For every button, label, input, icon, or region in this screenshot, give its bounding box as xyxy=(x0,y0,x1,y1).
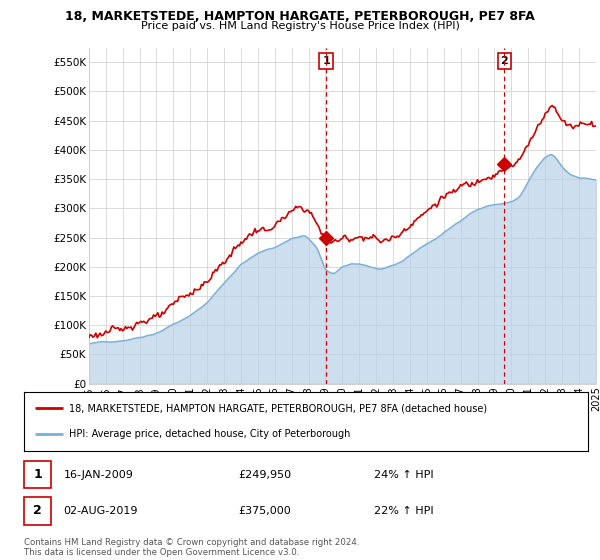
Text: £375,000: £375,000 xyxy=(238,506,291,516)
Bar xyxy=(24,497,51,525)
Bar xyxy=(24,461,51,488)
Point xyxy=(499,160,509,169)
Text: 24% ↑ HPI: 24% ↑ HPI xyxy=(374,470,433,479)
Text: Price paid vs. HM Land Registry's House Price Index (HPI): Price paid vs. HM Land Registry's House … xyxy=(140,21,460,31)
Text: 16-JAN-2009: 16-JAN-2009 xyxy=(64,470,133,479)
Text: 2: 2 xyxy=(33,505,42,517)
Text: 1: 1 xyxy=(322,56,330,66)
Text: 18, MARKETSTEDE, HAMPTON HARGATE, PETERBOROUGH, PE7 8FA: 18, MARKETSTEDE, HAMPTON HARGATE, PETERB… xyxy=(65,10,535,23)
Text: £249,950: £249,950 xyxy=(238,470,292,479)
Text: 2: 2 xyxy=(500,56,508,66)
Point xyxy=(321,233,331,242)
Text: 1: 1 xyxy=(33,468,42,481)
Text: 18, MARKETSTEDE, HAMPTON HARGATE, PETERBOROUGH, PE7 8FA (detached house): 18, MARKETSTEDE, HAMPTON HARGATE, PETERB… xyxy=(69,403,487,413)
Text: HPI: Average price, detached house, City of Peterborough: HPI: Average price, detached house, City… xyxy=(69,430,350,440)
Text: 02-AUG-2019: 02-AUG-2019 xyxy=(64,506,138,516)
Text: Contains HM Land Registry data © Crown copyright and database right 2024.
This d: Contains HM Land Registry data © Crown c… xyxy=(24,538,359,557)
Text: 22% ↑ HPI: 22% ↑ HPI xyxy=(374,506,433,516)
